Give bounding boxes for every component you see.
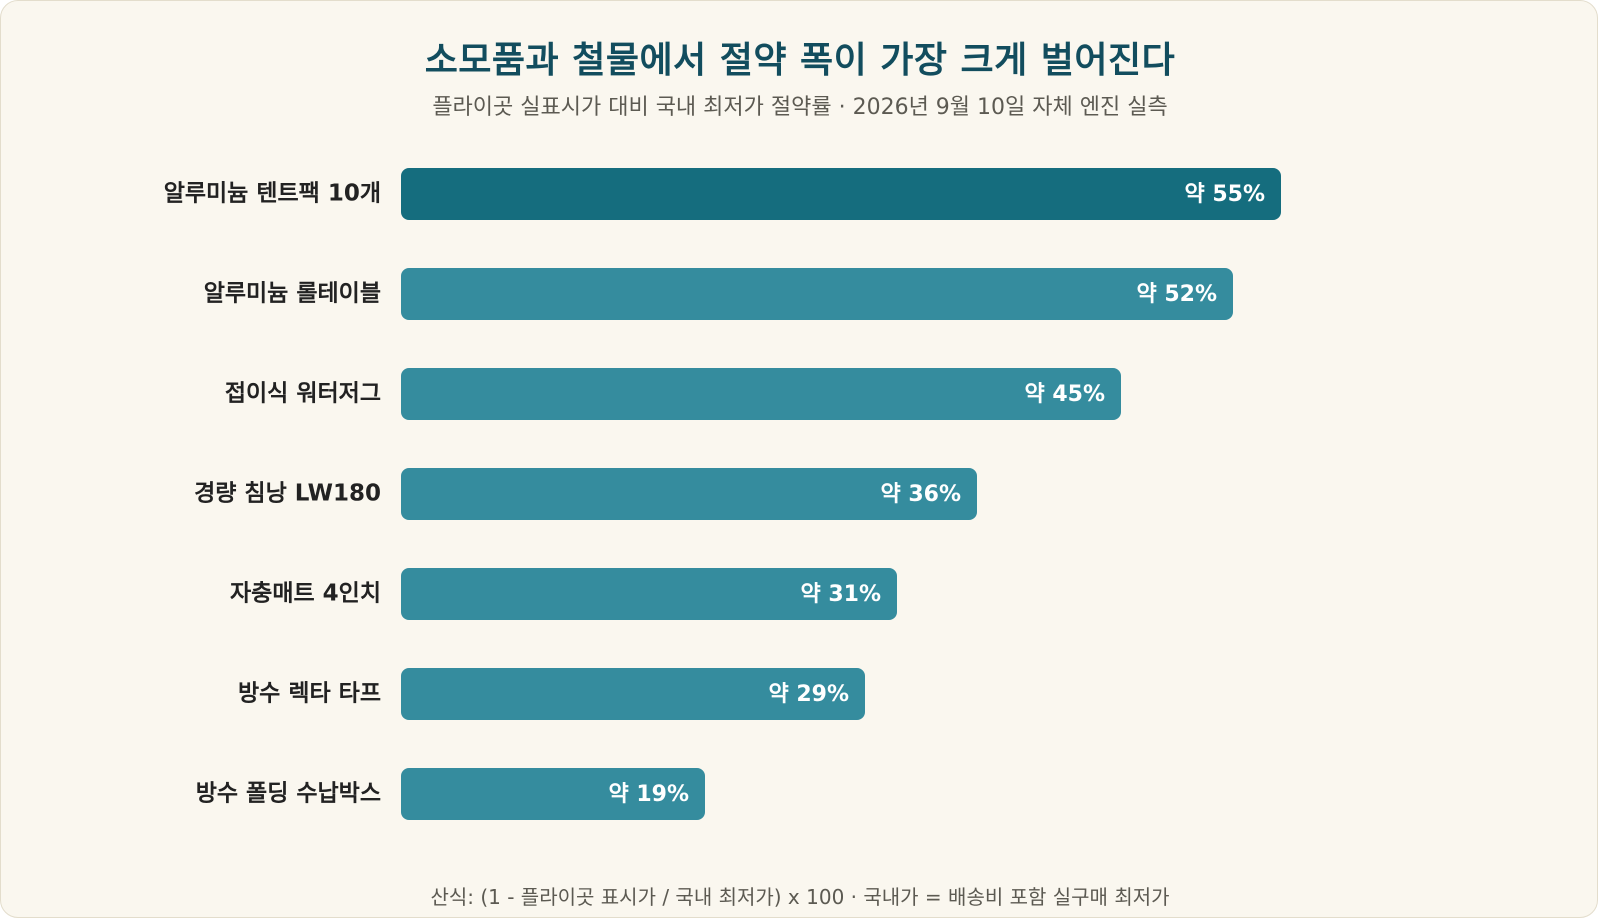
bar — [401, 168, 1281, 220]
bar — [401, 668, 865, 720]
bar-value-label: 약 45% — [1024, 382, 1105, 407]
bar — [401, 268, 1233, 320]
bar — [401, 568, 897, 620]
category-label: 자충매트 4인치 — [230, 581, 381, 607]
chart-subtitle: 플라이곳 실표시가 대비 국내 최저가 절약률 · 2026년 9월 10일 자… — [432, 95, 1168, 120]
formula-footnote: 산식: (1 - 플라이곳 표시가 / 국내 최저가) x 100 · 국내가 … — [430, 885, 1170, 909]
category-label: 방수 폴딩 수납박스 — [196, 781, 381, 807]
bar — [401, 468, 977, 520]
bar-value-label: 약 29% — [768, 682, 849, 707]
bar-value-label: 약 36% — [880, 482, 961, 507]
bar-value-label: 약 31% — [800, 582, 881, 607]
category-label: 알루미늄 텐트팩 10개 — [164, 181, 381, 207]
bar — [401, 768, 705, 820]
bar-value-label: 약 55% — [1184, 182, 1265, 207]
bar — [401, 368, 1121, 420]
category-label: 접이식 워터저그 — [225, 381, 381, 407]
category-label: 경량 침낭 LW180 — [194, 481, 381, 507]
bar-value-label: 약 52% — [1136, 282, 1217, 307]
category-label: 알루미늄 롤테이블 — [204, 281, 381, 307]
category-label: 방수 렉타 타프 — [238, 681, 381, 707]
bar-value-label: 약 19% — [608, 782, 689, 807]
chart-title: 소모품과 철물에서 절약 폭이 가장 크게 벌어진다 — [424, 40, 1176, 81]
